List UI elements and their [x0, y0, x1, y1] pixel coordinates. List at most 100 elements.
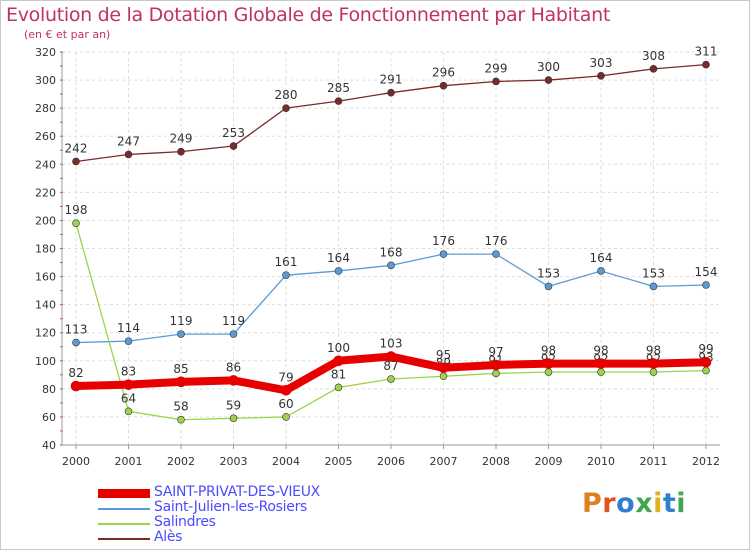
data-point-saint-julien-les-rosiers: [702, 281, 710, 289]
y-tick-label: 240: [35, 158, 56, 171]
data-label-saint-julien-les-rosiers: 164: [590, 251, 613, 265]
data-point-al-s: [334, 97, 343, 105]
data-point-saint-julien-les-rosiers: [387, 261, 395, 270]
x-tick-label: 2008: [482, 455, 510, 468]
data-label-saint-privat-des-vieux: 82: [68, 366, 83, 380]
logo-letter: r: [602, 488, 617, 519]
data-point-saint-privat-des-vieux: [280, 384, 292, 396]
y-tick-label: 100: [35, 355, 56, 368]
logo-letter: o: [616, 488, 636, 519]
data-label-saint-privat-des-vieux: 99: [698, 342, 713, 356]
y-tick-label: 200: [35, 214, 56, 227]
logo-letter: P: [582, 488, 603, 519]
data-label-saint-julien-les-rosiers: 176: [432, 234, 455, 248]
data-point-saint-privat-des-vieux: [228, 375, 239, 386]
data-label-salindres: 60: [278, 397, 293, 411]
data-point-salindres: [72, 219, 80, 228]
data-point-salindres: [282, 413, 290, 421]
data-point-saint-privat-des-vieux: [648, 358, 659, 369]
data-point-saint-privat-des-vieux: [70, 380, 82, 392]
legend-swatch: [98, 523, 150, 525]
y-tick-label: 260: [35, 130, 56, 143]
legend-label: Alès: [154, 529, 183, 545]
y-tick-label: 140: [35, 299, 56, 312]
data-label-al-s: 308: [642, 49, 665, 63]
data-label-saint-julien-les-rosiers: 153: [537, 266, 560, 280]
legend-label: SAINT-PRIVAT-DES-VIEUX: [154, 484, 320, 500]
data-label-saint-julien-les-rosiers: 119: [222, 314, 245, 328]
x-tick-label: 2011: [640, 455, 668, 468]
data-label-saint-privat-des-vieux: 97: [488, 345, 503, 359]
x-tick-label: 2010: [587, 455, 615, 468]
data-label-salindres: 198: [65, 203, 88, 217]
y-tick-label: 120: [35, 327, 56, 340]
y-tick-label: 320: [35, 46, 56, 59]
data-label-saint-privat-des-vieux: 83: [121, 365, 136, 379]
y-tick-label: 40: [42, 439, 56, 452]
data-point-al-s: [544, 76, 553, 84]
x-tick-label: 2006: [377, 455, 405, 468]
data-label-al-s: 311: [695, 45, 718, 59]
data-point-saint-julien-les-rosiers: [649, 282, 658, 291]
data-label-saint-privat-des-vieux: 86: [226, 360, 241, 374]
data-label-al-s: 299: [485, 61, 508, 75]
data-label-al-s: 300: [537, 60, 560, 74]
data-point-salindres: [177, 415, 185, 424]
data-point-salindres: [544, 368, 553, 376]
data-point-al-s: [177, 147, 185, 156]
data-point-saint-julien-les-rosiers: [597, 267, 605, 275]
data-label-al-s: 242: [65, 141, 88, 155]
data-point-salindres: [702, 366, 710, 375]
data-label-salindres: 64: [121, 391, 136, 405]
data-label-al-s: 291: [380, 73, 403, 87]
data-label-salindres: 81: [331, 367, 346, 381]
y-tick-label: 180: [35, 243, 56, 256]
legend-swatch: [98, 508, 150, 510]
data-point-saint-privat-des-vieux: [490, 359, 502, 371]
data-label-saint-julien-les-rosiers: 119: [170, 314, 193, 328]
logo-letter: t: [662, 488, 677, 519]
proxiti-logo: Proxiti: [582, 488, 686, 519]
data-point-al-s: [702, 60, 710, 69]
data-point-al-s: [439, 81, 448, 90]
data-label-al-s: 253: [222, 126, 245, 140]
data-point-salindres: [229, 414, 238, 423]
data-point-saint-privat-des-vieux: [333, 355, 344, 367]
data-label-al-s: 285: [327, 81, 350, 95]
data-point-saint-julien-les-rosiers: [124, 337, 133, 345]
x-tick-label: 2004: [272, 455, 300, 468]
data-point-salindres: [597, 368, 605, 376]
legend-swatch: [98, 538, 150, 540]
data-point-saint-julien-les-rosiers: [72, 338, 80, 347]
data-point-saint-julien-les-rosiers: [544, 282, 553, 291]
data-point-salindres: [334, 383, 343, 392]
data-label-saint-privat-des-vieux: 103: [380, 337, 403, 351]
data-point-saint-julien-les-rosiers: [177, 330, 185, 338]
data-point-al-s: [387, 88, 395, 97]
data-label-al-s: 296: [432, 66, 455, 80]
data-point-saint-privat-des-vieux: [543, 358, 554, 369]
data-label-al-s: 247: [117, 134, 140, 148]
logo-letter: i: [653, 488, 663, 519]
y-tick-label: 80: [42, 383, 56, 396]
y-tick-label: 160: [35, 271, 56, 284]
data-label-saint-privat-des-vieux: 98: [593, 344, 608, 358]
data-point-saint-privat-des-vieux: [175, 376, 187, 388]
data-point-salindres: [387, 375, 395, 383]
y-tick-label: 60: [42, 411, 56, 424]
data-point-salindres: [649, 368, 658, 376]
x-tick-label: 2001: [115, 455, 143, 468]
data-label-saint-julien-les-rosiers: 154: [695, 265, 718, 279]
y-tick-label: 280: [35, 102, 56, 115]
data-point-salindres: [439, 372, 448, 381]
data-point-saint-julien-les-rosiers: [492, 250, 500, 258]
x-tick-label: 2012: [692, 455, 720, 468]
data-point-saint-julien-les-rosiers: [334, 267, 343, 275]
data-label-saint-julien-les-rosiers: 153: [642, 266, 665, 280]
x-tick-label: 2002: [167, 455, 195, 468]
data-label-saint-julien-les-rosiers: 168: [380, 245, 403, 259]
x-tick-label: 2007: [430, 455, 458, 468]
data-point-saint-privat-des-vieux: [700, 356, 712, 368]
data-label-al-s: 249: [170, 132, 193, 146]
x-tick-label: 2000: [62, 455, 90, 468]
